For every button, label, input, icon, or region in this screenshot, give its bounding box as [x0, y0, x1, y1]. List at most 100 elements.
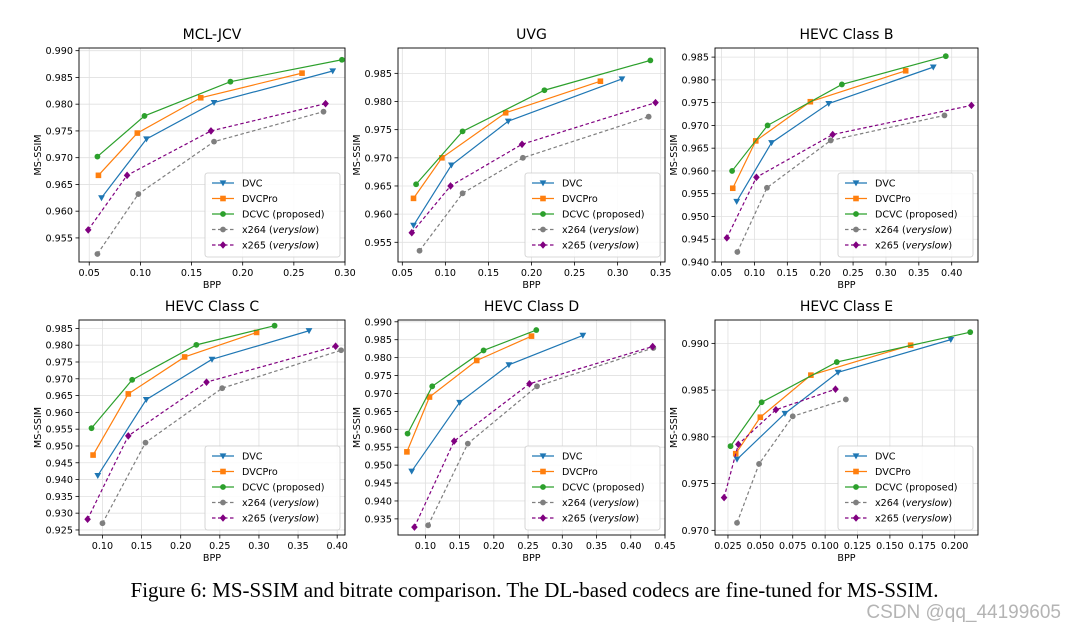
y-tick-label: 0.965 — [365, 407, 392, 418]
y-tick-label: 0.955 — [365, 443, 392, 454]
data-point-dcvc — [193, 341, 200, 348]
legend-label-dcvc: DCVC (proposed) — [242, 210, 325, 221]
data-point-dcvc — [541, 87, 548, 94]
legend-label-x265: x265 (veryslow) — [242, 514, 319, 525]
plot-frame — [78, 47, 346, 263]
y-tick-label: 0.985 — [682, 386, 709, 397]
series-line-dcvc — [407, 329, 537, 434]
plot-frame — [397, 47, 666, 263]
data-point-x264 — [734, 519, 740, 526]
legend-label-dvc: DVC — [562, 452, 583, 463]
legend-box — [524, 172, 661, 258]
x-tick-label: 0.30 — [875, 268, 896, 279]
legend-label-x265: x265 (veryslow) — [562, 241, 639, 252]
y-tick-label: 0.975 — [365, 371, 392, 382]
series-line-dvc — [101, 70, 333, 199]
y-tick-label: 0.975 — [46, 357, 73, 368]
legend-marker-dcvc — [220, 211, 226, 217]
y-axis-label: MS-SSIM — [352, 134, 363, 175]
data-point-x265 — [322, 99, 329, 108]
data-point-dvcpro — [410, 195, 417, 202]
x-tick-label: 0.15 — [449, 541, 470, 552]
data-point-dvc — [733, 456, 741, 463]
y-tick-label: 0.940 — [46, 475, 73, 486]
legend-label-x264: x264 (veryslow) — [562, 225, 639, 236]
legend-marker-dvcpro — [540, 468, 546, 475]
data-point-x265 — [408, 228, 416, 237]
series-line-x265 — [726, 104, 972, 239]
legend-paren: ) — [315, 514, 319, 525]
data-point-dvcpro — [597, 78, 604, 85]
y-tick-label: 0.940 — [682, 258, 709, 269]
x-tick-label: 0.10 — [744, 268, 765, 279]
legend-box — [837, 445, 974, 531]
legend-label-dvcpro: DVCPro — [562, 194, 598, 205]
y-tick-label: 0.945 — [365, 479, 392, 490]
y-tick-label: 0.965 — [682, 144, 709, 155]
chart-panel-hevc-class-d: 0.935 0.940 0.945 0.950 0.955 0.960 0.965 0.970… — [352, 299, 676, 564]
data-point-dvcpro — [181, 354, 188, 360]
y-tick-label: 0.975 — [365, 125, 392, 136]
series-dvcpro — [95, 70, 305, 179]
y-tick-label: 0.980 — [46, 341, 73, 352]
data-point-dvc — [408, 468, 416, 475]
x-tick-label: 0.15 — [478, 268, 499, 279]
series-dvc — [733, 64, 937, 205]
y-tick-label: 0.975 — [682, 479, 709, 490]
x-tick-label: 0.45 — [654, 541, 675, 552]
y-tick-label: 0.990 — [682, 339, 709, 350]
legend-paren: ( — [586, 514, 593, 525]
legend-marker-dcvc — [540, 211, 546, 217]
series-line-dvc — [736, 339, 951, 460]
legend-label-dvc: DVC — [562, 179, 583, 190]
series-dcvc — [413, 57, 654, 188]
legend-label-dvc: DVC — [875, 452, 896, 463]
legend-label-suffix: veryslow — [906, 514, 949, 525]
legend-paren: ) — [635, 241, 639, 252]
legend-marker-x264 — [220, 499, 226, 506]
legend-paren: ( — [266, 498, 273, 509]
series-x264 — [734, 112, 948, 255]
y-tick-label: 0.985 — [365, 69, 392, 80]
x-tick-label: 0.125 — [844, 541, 871, 552]
data-point-dcvc — [480, 347, 487, 354]
data-point-dvc — [781, 410, 789, 417]
y-tick-label: 0.960 — [46, 207, 73, 218]
y-tick-label: 0.960 — [682, 166, 709, 177]
series-line-dvc — [736, 66, 934, 202]
data-point-x264 — [135, 191, 142, 197]
data-point-x264 — [842, 396, 849, 403]
x-axis-label: BPP — [203, 280, 221, 291]
data-point-x264 — [338, 347, 344, 354]
series-x264 — [94, 108, 327, 257]
x-tick-label: 0.30 — [334, 268, 355, 279]
data-point-x264 — [519, 154, 526, 161]
x-tick-label: 0.20 — [170, 541, 191, 552]
legend-paren: ( — [586, 498, 593, 509]
plot-frame — [78, 319, 346, 536]
data-point-dvcpro — [473, 357, 480, 364]
legend-marker-dcvc — [220, 484, 226, 490]
legend-label-x264: x264 (veryslow) — [875, 498, 952, 509]
series-line-dcvc — [97, 59, 343, 158]
x-tick-label: 0.25 — [564, 268, 585, 279]
data-point-dcvc — [88, 425, 95, 432]
x-tick-label: 0.25 — [517, 541, 538, 552]
legend-label-suffix: veryslow — [593, 514, 636, 525]
x-tick-label: 0.20 — [232, 268, 253, 279]
legend-label-x265: x265 (veryslow) — [242, 241, 319, 252]
data-point-dvcpro — [902, 67, 909, 74]
series-dcvc — [727, 329, 974, 450]
legend-marker-x264 — [540, 226, 546, 233]
series-x265 — [84, 342, 339, 524]
data-point-x264 — [464, 440, 471, 447]
data-point-dvcpro — [253, 329, 260, 336]
x-tick-label: 0.050 — [747, 541, 774, 552]
data-point-dvcpro — [757, 414, 764, 421]
legend-marker-x265 — [852, 241, 860, 249]
y-tick-label: 0.950 — [365, 461, 392, 472]
data-point-dvc — [98, 195, 105, 202]
legend-label-x265: x265 (veryslow) — [875, 514, 952, 525]
chart-title: HEVC Class C — [165, 299, 259, 315]
chart-panel-uvg: 0.955 0.960 0.965 0.970 0.975 0.980 0.985 0.05 0… — [352, 27, 671, 291]
